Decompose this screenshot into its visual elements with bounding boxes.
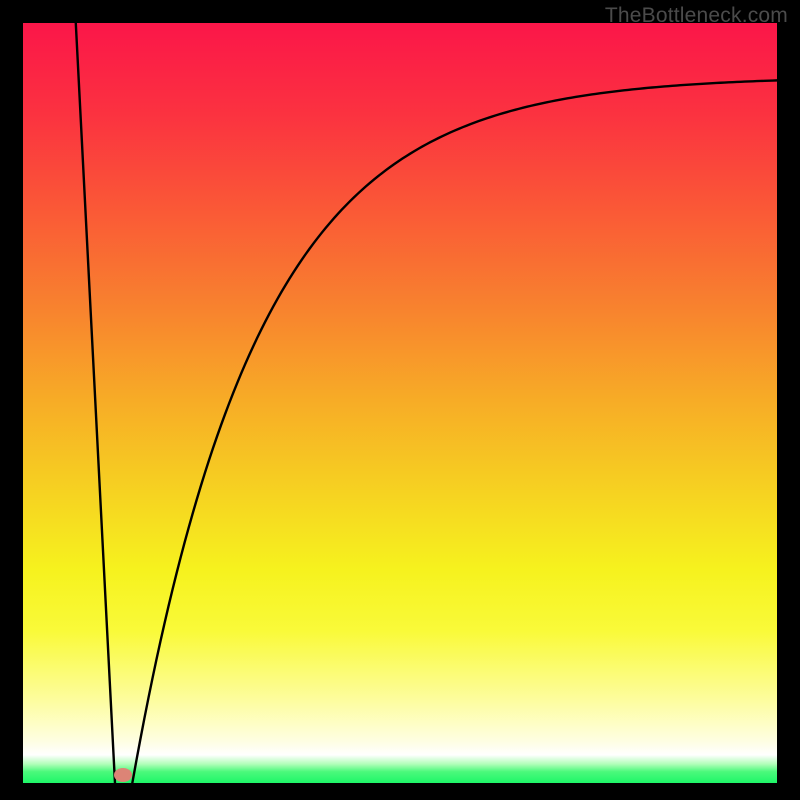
bottleneck-curve [76, 23, 777, 783]
watermark-text: TheBottleneck.com [605, 4, 788, 28]
minimum-marker [114, 768, 132, 782]
plot-area [23, 23, 777, 783]
curve-svg [23, 23, 777, 783]
